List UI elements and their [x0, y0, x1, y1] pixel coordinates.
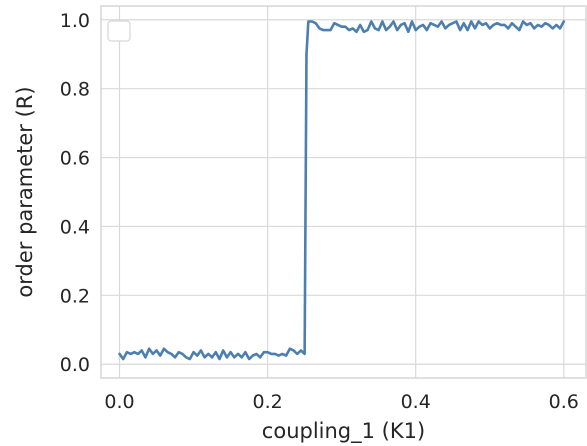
plot-frame [100, 5, 587, 379]
x-axis-label: coupling_1 (K1) [262, 419, 425, 444]
x-tick-label: 0.4 [401, 391, 431, 413]
y-tick-label: 0.0 [60, 354, 90, 376]
legend-box [107, 20, 131, 42]
y-axis-label: order parameter (R) [13, 86, 37, 297]
grid [101, 6, 586, 378]
y-tick-label: 0.8 [60, 79, 90, 101]
x-tick-label: 0.2 [252, 391, 282, 413]
series-layer [118, 20, 566, 361]
x-tick-label: 0.0 [104, 391, 134, 413]
series-line [118, 20, 566, 361]
x-tick-label: 0.6 [549, 391, 579, 413]
y-tick-label: 1.0 [60, 10, 90, 32]
y-tick-label: 0.2 [60, 285, 90, 307]
y-tick-label: 0.6 [60, 148, 90, 170]
y-tick-label: 0.4 [60, 216, 90, 238]
tick-labels: 0.0 0.2 0.4 0.6 0.0 0.2 0.4 0.6 0.8 1.0 [60, 10, 579, 413]
